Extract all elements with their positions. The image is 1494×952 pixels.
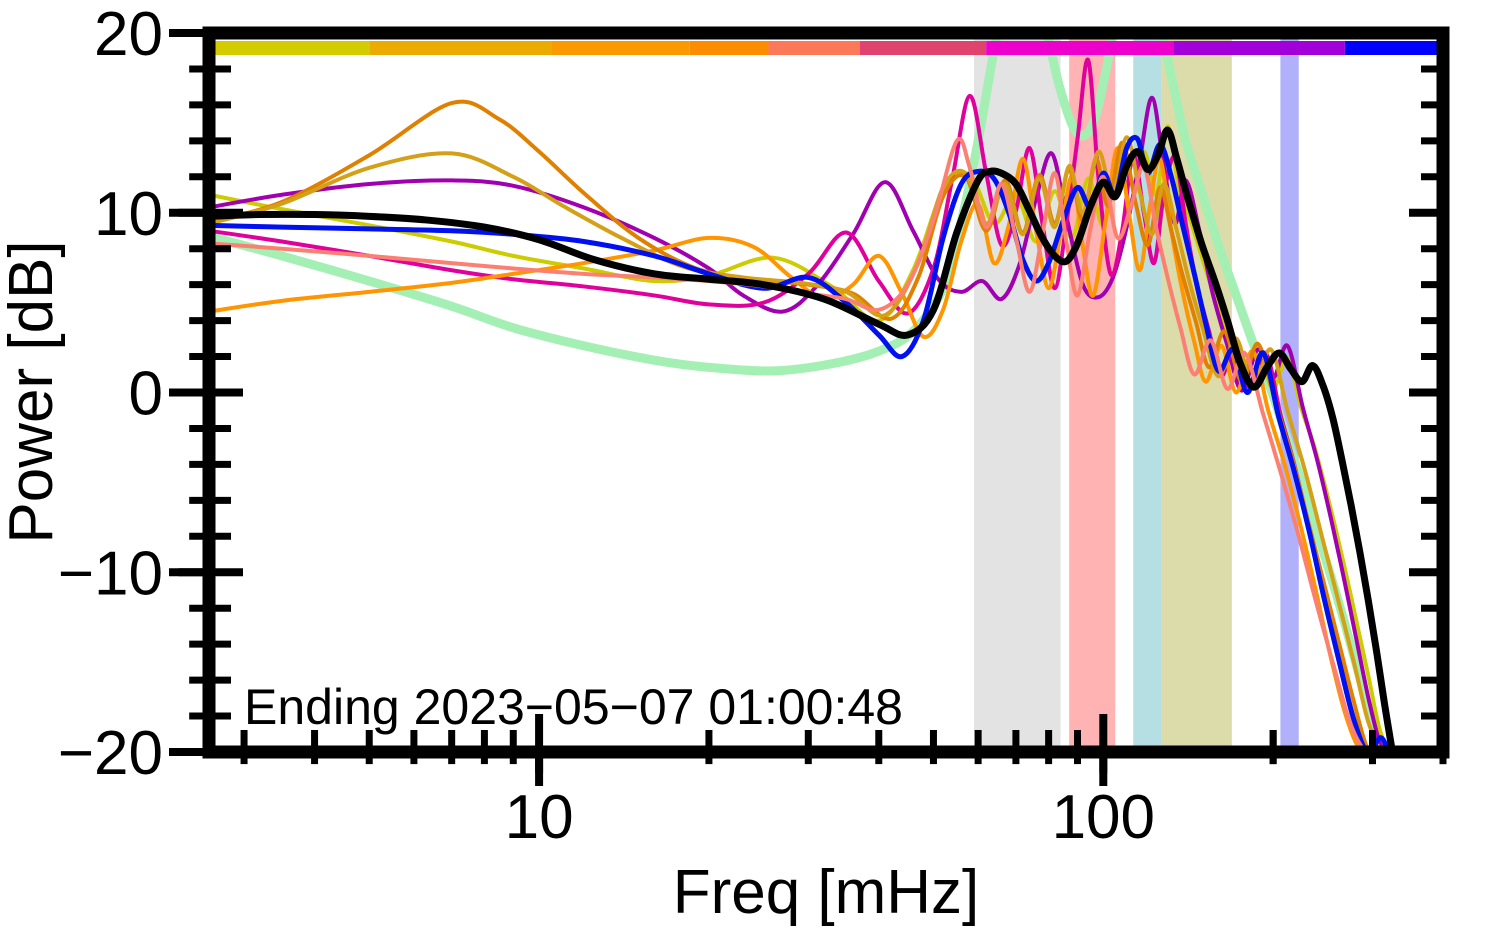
ending-timestamp-annotation: Ending 2023−05−07 01:00:48 <box>244 679 903 735</box>
segment-magenta <box>986 41 1174 55</box>
segment-crimson <box>859 41 987 55</box>
channel-purple <box>209 95 1392 752</box>
y-tick-label: −20 <box>58 719 163 788</box>
x-axis-label: Freq [mHz] <box>673 858 980 927</box>
segment-purple <box>1173 41 1345 55</box>
x-tick-label: 100 <box>1052 783 1155 852</box>
channel-goldenrod <box>209 135 1383 752</box>
segment-yellow <box>209 41 370 55</box>
y-axis-label: Power [dB] <box>0 240 66 543</box>
y-tick-label: 20 <box>94 0 163 69</box>
spectra-curves <box>209 33 1401 752</box>
axis-tick-labels: 10 100 −20 −10 0 10 20 <box>58 0 1155 852</box>
segment-blue <box>1344 41 1443 55</box>
y-tick-label: 10 <box>94 180 163 249</box>
segment-orange <box>551 41 690 55</box>
segment-salmon <box>768 41 860 55</box>
axis-ticks <box>178 29 1447 773</box>
band-lavender <box>1280 39 1299 752</box>
top-color-legend-bar <box>209 41 1443 55</box>
y-tick-label: 0 <box>129 360 163 429</box>
segment-orange-deep <box>689 41 769 55</box>
channel-orange-bright <box>209 146 1386 752</box>
band-gray <box>974 39 1061 752</box>
mean-spectrum <box>209 126 1396 752</box>
x-tick-label: 10 <box>505 783 574 852</box>
segment-gold <box>369 41 552 55</box>
y-tick-label: −10 <box>58 539 163 608</box>
